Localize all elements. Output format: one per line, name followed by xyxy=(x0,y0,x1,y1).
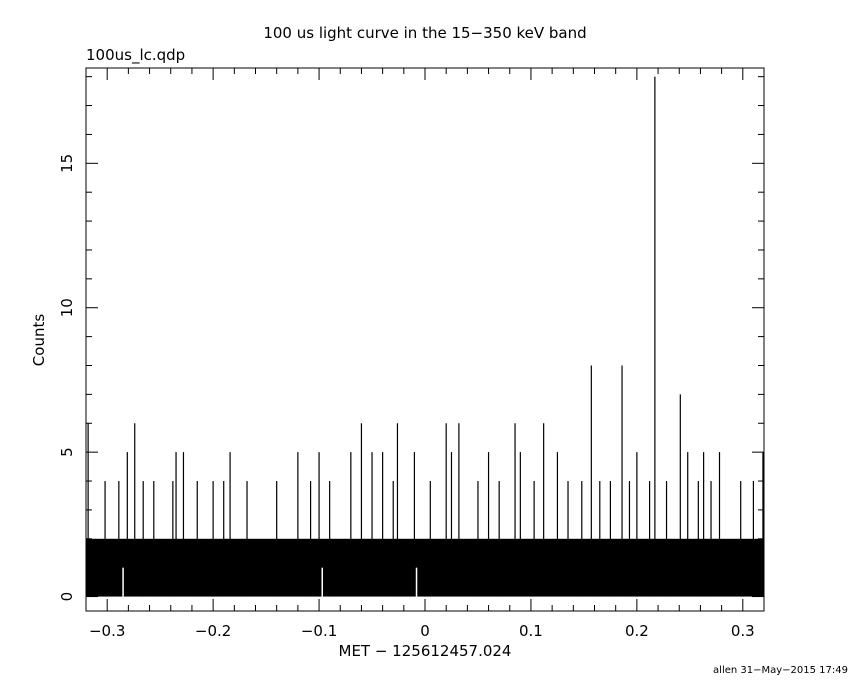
light-curve-gaps xyxy=(122,567,418,597)
x-tick-label: 0 xyxy=(420,622,430,640)
x-tick-label: −0.2 xyxy=(195,622,231,640)
light-curve-bars xyxy=(86,538,764,597)
x-tick-label: 0.2 xyxy=(625,622,649,640)
x-tick-label: −0.1 xyxy=(301,622,337,640)
y-tick-label: 10 xyxy=(58,298,76,317)
axis-ticks xyxy=(85,68,765,611)
axis-tick-labels: −0.3 −0.2 −0.1 0 0.1 0.2 0.3 0 5 10 15 xyxy=(58,154,755,640)
y-tick-label: 15 xyxy=(58,154,76,173)
y-tick-label: 0 xyxy=(58,592,76,602)
chart-title: 100 us light curve in the 15−350 keV ban… xyxy=(263,24,586,42)
footer-stamp: allen 31−May−2015 17:49 xyxy=(713,665,848,676)
x-tick-label: −0.3 xyxy=(89,622,125,640)
baseline-fill xyxy=(86,538,764,597)
plot-frame xyxy=(85,67,765,612)
x-axis-label: MET − 125612457.024 xyxy=(339,642,512,660)
x-tick-label: 0.1 xyxy=(519,622,543,640)
light-curve-peaks xyxy=(87,76,764,597)
y-tick-label: 5 xyxy=(58,447,76,457)
file-label: 100us_lc.qdp xyxy=(86,46,185,65)
x-tick-label: 0.3 xyxy=(731,622,755,640)
y-axis-label: Counts xyxy=(30,314,48,367)
